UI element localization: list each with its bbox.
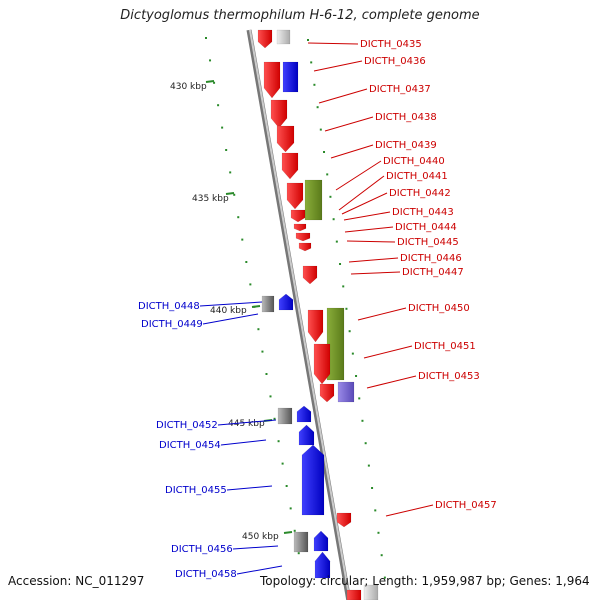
label-leader [217, 419, 277, 426]
gene-label-forward: DICTH_0457 [435, 500, 497, 511]
gene-other [337, 381, 355, 403]
gene-forward [290, 209, 306, 223]
gene-reverse [278, 293, 294, 311]
gene-pseudo [363, 584, 379, 600]
gene-forward [263, 61, 281, 99]
map-title: Dictyoglomus thermophilum H-6-12, comple… [120, 8, 480, 23]
gene-reverse [296, 405, 312, 423]
topology-label: Topology: circular; Length: 1,959,987 bp… [260, 574, 590, 588]
gene-reverse [314, 551, 331, 579]
label-leader [346, 240, 396, 243]
gene-forward [293, 223, 307, 232]
gene-label-reverse: DICTH_0448 [138, 301, 200, 312]
gene-pseudo [276, 29, 291, 45]
label-leader [324, 116, 374, 132]
label-leader [343, 211, 391, 221]
gene-label-forward: DICTH_0445 [397, 237, 459, 248]
scale-tick [205, 80, 215, 83]
gene-reverse [301, 444, 325, 516]
gene-label-reverse: DICTH_0452 [156, 420, 218, 431]
gene-label-forward: DICTH_0443 [392, 207, 454, 218]
gene-forward [346, 589, 362, 600]
gene-pseudo [277, 407, 293, 425]
gene-forward [276, 125, 295, 153]
gene-label-reverse: DICTH_0455 [165, 485, 227, 496]
gene-label-reverse: DICTH_0458 [175, 569, 237, 580]
gene-forward [281, 152, 299, 180]
label-leader [307, 42, 359, 45]
scale-tick [283, 531, 293, 534]
gene-label-forward: DICTH_0447 [402, 267, 464, 278]
gene-reverse [313, 530, 329, 552]
gene-label-forward: DICTH_0435 [360, 39, 422, 50]
gene-forward [298, 242, 312, 252]
gene-label-forward: DICTH_0444 [395, 222, 457, 233]
label-leader [357, 307, 407, 321]
gene-pseudo [261, 295, 275, 313]
backbone-highlight [249, 29, 351, 600]
gene-label-forward: DICTH_0439 [375, 140, 437, 151]
label-leader [226, 485, 273, 491]
gene-label-forward: DICTH_0436 [364, 56, 426, 67]
gene-label-forward: DICTH_0453 [418, 371, 480, 382]
scale-tick-label: 435 kbp [192, 194, 229, 204]
gene-other [304, 179, 323, 221]
gene-label-forward: DICTH_0446 [400, 253, 462, 264]
scale-tick-label: 430 kbp [170, 82, 207, 92]
label-leader [363, 345, 413, 359]
scale-tick-label: 450 kbp [242, 532, 279, 542]
gene-forward [286, 182, 304, 210]
label-leader [232, 545, 279, 550]
gene-reverse [298, 424, 315, 446]
gene-forward [307, 309, 324, 343]
gene-label-forward: DICTH_0442 [389, 188, 451, 199]
label-leader [313, 60, 363, 72]
label-leader [318, 88, 368, 104]
gene-forward [302, 265, 318, 285]
label-leader [202, 313, 259, 325]
gene-label-forward: DICTH_0438 [375, 112, 437, 123]
gene-forward [270, 99, 288, 129]
label-leader [220, 439, 267, 446]
gene-label-reverse: DICTH_0456 [171, 544, 233, 555]
gene-forward [295, 232, 311, 242]
label-leader [385, 504, 434, 517]
label-leader [366, 375, 417, 389]
gene-pseudo [293, 531, 309, 553]
gene-label-forward: DICTH_0450 [408, 303, 470, 314]
gene-forward [336, 512, 352, 528]
scale-tick-label: 440 kbp [210, 306, 247, 316]
gene-label-reverse: DICTH_0449 [141, 319, 203, 330]
gene-label-forward: DICTH_0441 [386, 171, 448, 182]
label-leader [350, 271, 401, 275]
label-leader [344, 226, 394, 233]
gene-label-forward: DICTH_0437 [369, 84, 431, 95]
label-leader [348, 257, 399, 263]
label-leader [236, 565, 283, 575]
accession-label: Accession: NC_011297 [8, 574, 145, 588]
label-leader [341, 192, 388, 215]
gene-label-forward: DICTH_0440 [383, 156, 445, 167]
label-leader [338, 175, 385, 211]
label-leader [330, 144, 374, 159]
scale-tick [251, 305, 261, 308]
gene-label-forward: DICTH_0451 [414, 341, 476, 352]
gene-forward [319, 383, 335, 403]
label-leader [335, 160, 382, 191]
label-leader [199, 301, 263, 307]
scale-tick [225, 192, 235, 195]
gene-label-reverse: DICTH_0454 [159, 440, 221, 451]
scale-tick-label: 445 kbp [228, 419, 265, 429]
gene-forward [257, 29, 273, 49]
gene-reverse [282, 61, 299, 93]
gene-forward [313, 343, 331, 385]
